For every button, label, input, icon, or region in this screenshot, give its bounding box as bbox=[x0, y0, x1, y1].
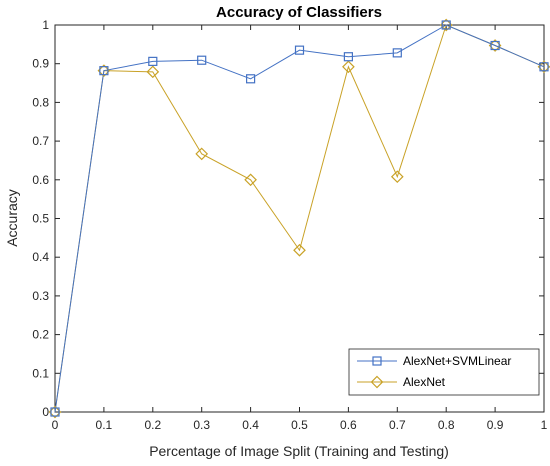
series-1-point bbox=[244, 173, 257, 187]
series-line-0 bbox=[54, 24, 545, 413]
series-0-point bbox=[99, 66, 109, 76]
y-tick-label: 0.3 bbox=[32, 289, 49, 303]
series-markers bbox=[48, 18, 550, 419]
y-tick-label: 0.5 bbox=[32, 212, 49, 226]
x-tick-label: 0.3 bbox=[193, 418, 210, 432]
series-0-point bbox=[343, 52, 353, 62]
y-axis-label: Accuracy bbox=[4, 189, 20, 247]
x-tick-label: 0.8 bbox=[438, 418, 455, 432]
legend: AlexNet+SVMLinear AlexNet bbox=[348, 348, 540, 396]
legend-entry-1: AlexNet bbox=[403, 375, 446, 389]
y-tick-label: 0.7 bbox=[32, 134, 49, 148]
x-axis-label: Percentage of Image Split (Training and … bbox=[149, 443, 449, 459]
legend-marker-0 bbox=[372, 356, 382, 366]
y-tick-label: 0.2 bbox=[32, 328, 49, 342]
series-0-point bbox=[294, 45, 305, 55]
x-tick-label: 0.5 bbox=[291, 418, 308, 432]
x-tick-label: 1 bbox=[541, 418, 548, 432]
x-axis-ticks: 0 0.1 0.2 0.3 0.4 0.5 0.6 0.7 0.8 0.9 1 bbox=[52, 25, 548, 432]
series-0-point bbox=[392, 48, 402, 58]
x-tick-label: 0.7 bbox=[389, 418, 406, 432]
y-tick-label: 0.9 bbox=[32, 57, 49, 71]
plot-frame bbox=[54, 24, 545, 413]
y-tick-label: 0.4 bbox=[32, 250, 49, 264]
x-tick-label: 0 bbox=[52, 418, 59, 432]
series-1-point bbox=[342, 60, 355, 74]
series-1-point bbox=[293, 243, 306, 257]
series-0-point bbox=[539, 62, 549, 72]
series-0-point bbox=[148, 56, 158, 66]
series-0-point bbox=[441, 20, 451, 30]
y-tick-label: 0.1 bbox=[32, 366, 49, 380]
x-tick-label: 0.9 bbox=[487, 418, 504, 432]
y-tick-label: 0 bbox=[42, 405, 49, 419]
x-tick-label: 0.6 bbox=[340, 418, 357, 432]
y-tick-label: 0.6 bbox=[32, 173, 49, 187]
legend-entry-0: AlexNet+SVMLinear bbox=[403, 354, 511, 368]
x-tick-label: 0.4 bbox=[242, 418, 259, 432]
x-tick-label: 0.1 bbox=[96, 418, 113, 432]
series-1-point bbox=[195, 147, 209, 161]
y-tick-label: 1 bbox=[42, 18, 49, 32]
series-1-point bbox=[146, 65, 160, 79]
y-axis-ticks: 0 0.1 0.2 0.3 0.4 0.5 0.6 0.7 0.8 0.9 1 bbox=[32, 18, 544, 419]
series-0-point bbox=[490, 40, 500, 51]
plot-area bbox=[54, 24, 545, 413]
y-tick-label: 0.8 bbox=[32, 95, 49, 109]
series-1-point bbox=[390, 170, 404, 184]
series-0-point bbox=[50, 407, 60, 417]
series-0-point bbox=[246, 74, 256, 84]
series-0-point bbox=[197, 55, 207, 65]
series-lines bbox=[54, 24, 545, 413]
x-tick-label: 0.2 bbox=[144, 418, 161, 432]
legend-marker-1 bbox=[370, 375, 384, 389]
chart-title: Accuracy of Classifiers bbox=[216, 4, 382, 21]
